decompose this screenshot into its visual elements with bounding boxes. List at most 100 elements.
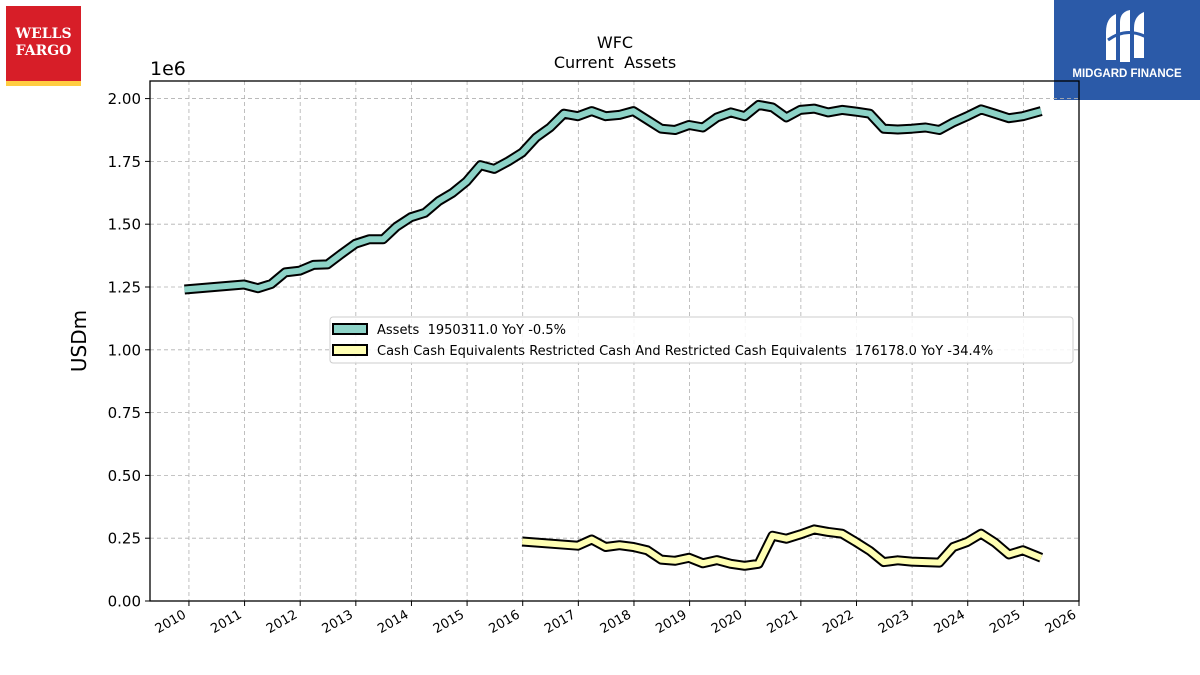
series-assets-point: [410, 216, 412, 218]
series-assets-point: [883, 128, 885, 130]
series-cash-point: [855, 541, 857, 543]
series-assets-point: [184, 289, 185, 290]
x-tick-label: 2022: [820, 607, 856, 637]
series-assets-point: [327, 263, 328, 265]
y-tick-label: 0.00: [108, 593, 141, 611]
series-assets-point: [716, 116, 718, 118]
x-tick-label: 2018: [598, 607, 634, 637]
series-assets-point: [785, 116, 787, 118]
series-assets-point: [424, 212, 426, 214]
series-assets-point: [632, 110, 634, 112]
series-assets-point: [730, 111, 732, 113]
x-tick-label: 2026: [1043, 607, 1079, 637]
series-cash-point: [674, 560, 676, 562]
series-cash-point: [702, 562, 704, 564]
series-cash-point: [619, 544, 620, 546]
series-assets-point: [535, 137, 537, 138]
series-assets-point: [382, 238, 384, 240]
series-assets-point: [284, 271, 286, 273]
series-cash-point: [632, 546, 634, 548]
x-tick-label: 2013: [320, 607, 356, 637]
series-assets-point: [869, 113, 871, 115]
series-assets-point: [925, 127, 926, 128]
x-tick-label: 2015: [431, 607, 467, 637]
series-assets-point: [270, 283, 272, 285]
wells-fargo-stripe: [6, 81, 81, 86]
series-assets-point: [799, 109, 801, 111]
x-axis: 2010 2011 2012 2013 2014 2015 2016 2017 2018 2019…: [153, 601, 1080, 637]
series-cash-point: [785, 538, 787, 540]
series-cash-point: [841, 533, 843, 535]
series-group: [184, 99, 1044, 571]
y-tick-label: 1.00: [108, 341, 141, 359]
series-assets-point: [493, 168, 495, 170]
legend-box: [329, 316, 1074, 364]
series-cash-point: [813, 528, 815, 530]
series-assets-point: [660, 128, 662, 130]
y-multiplier-label: 1e6: [150, 58, 186, 80]
series-assets-point: [758, 104, 760, 106]
series-cash-point: [1022, 549, 1024, 551]
x-tick-label: 2024: [932, 607, 968, 637]
legend-label-cash: Cash Cash Equivalents Restricted Cash An…: [377, 344, 993, 359]
series-assets-point: [257, 287, 259, 289]
series-cash-point: [1008, 554, 1010, 555]
series-assets-point: [521, 152, 523, 154]
series-cash-point: [758, 563, 760, 565]
series-assets-point: [952, 121, 954, 123]
series-assets-point: [841, 109, 843, 111]
series-cash-point: [744, 565, 746, 567]
series-assets-point: [966, 115, 968, 117]
legend-swatch-assets: [332, 323, 368, 335]
series-assets-point: [479, 164, 481, 166]
midgard-finance-logo: MIDGARD FINANCE: [1054, 0, 1200, 100]
y-tick-label: 0.50: [108, 467, 141, 485]
x-tick-label: 2010: [153, 607, 189, 637]
series-assets-point: [688, 124, 690, 126]
y-axis: 0.00 0.25 0.50 0.75 1.00 1.25 1.50 1.75 2.00: [108, 90, 150, 611]
x-tick-label: 2021: [765, 607, 801, 637]
series-cash-point: [591, 539, 593, 540]
series-cash-point: [646, 549, 648, 551]
series-assets-point: [980, 108, 982, 110]
x-tick-label: 2017: [542, 607, 578, 637]
series-cash-point: [911, 561, 913, 563]
series-assets-point: [994, 113, 996, 115]
series-cash-point: [966, 541, 968, 543]
chart-subtitle: Current Assets: [554, 53, 676, 72]
series-assets-point: [1008, 117, 1010, 119]
series-cash-point: [1040, 557, 1042, 559]
legend: Assets 1950311.0 YoY -0.5% Cash Cash Equ…: [329, 316, 1074, 364]
series-assets-point: [674, 129, 676, 131]
series-cash-point: [938, 562, 940, 564]
x-tick-label: 2014: [375, 607, 411, 637]
y-tick-label: 1.50: [108, 216, 141, 234]
series-cash-point: [688, 557, 690, 559]
series-cash-point: [605, 546, 607, 548]
midgard-finance-name: MIDGARD FINANCE: [1072, 68, 1182, 80]
series-assets-point: [340, 253, 342, 255]
series-assets-point: [507, 160, 509, 162]
series-assets-point: [549, 127, 551, 128]
series-cash-point: [952, 546, 954, 548]
x-tick-label: 2020: [709, 607, 745, 637]
series-assets-point: [744, 115, 746, 117]
series-assets-point: [855, 111, 857, 113]
x-tick-label: 2012: [264, 607, 300, 637]
series-assets-point: [368, 238, 370, 240]
y-tick-label: 1.75: [108, 153, 141, 171]
series-assets-point: [299, 270, 301, 272]
series-assets-point: [646, 119, 648, 121]
x-tick-label: 2023: [876, 607, 912, 637]
series-cash-point: [730, 563, 732, 565]
series-cash-point: [827, 531, 829, 533]
y-axis-label: USDm: [67, 310, 91, 372]
series-assets-point: [772, 106, 773, 108]
wells-fargo-logo: WELLS FARGO: [6, 6, 81, 86]
series-cash-point: [994, 542, 996, 544]
series-cash-point: [925, 561, 926, 563]
series-assets-point: [938, 129, 940, 131]
series-assets-point: [619, 114, 620, 116]
series-assets-point: [702, 127, 704, 128]
